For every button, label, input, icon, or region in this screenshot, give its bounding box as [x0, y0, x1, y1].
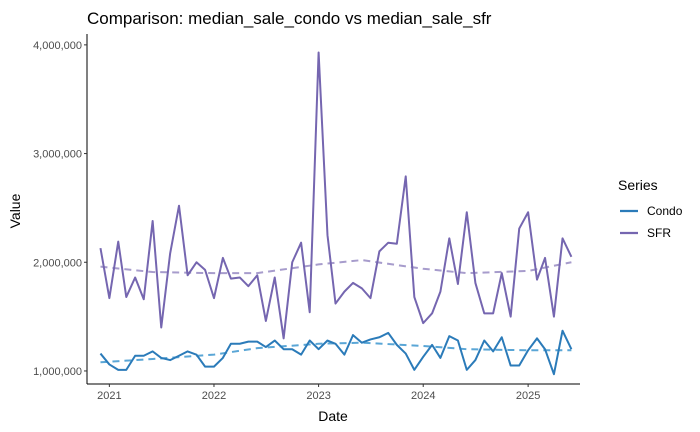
y-ticks: 1,000,000 2,000,000 3,000,000 4,000,000: [33, 40, 87, 378]
x-ticks: 2021 2022 2023 2024 2025: [97, 384, 540, 402]
y-axis-title: Value: [7, 193, 23, 228]
x-tick-label: 2025: [516, 390, 540, 402]
x-tick-label: 2021: [97, 390, 121, 402]
legend-label-condo: Condo: [647, 204, 683, 218]
series-line-sfr: [99, 51, 573, 340]
x-tick-label: 2022: [202, 390, 226, 402]
trend-lines: [100, 259, 572, 364]
legend: Series Condo SFR: [618, 177, 683, 240]
y-tick-label: 4,000,000: [33, 40, 82, 52]
trend-line-condo: [100, 341, 572, 364]
series-line-condo: [99, 329, 573, 376]
x-tick-label: 2023: [306, 390, 330, 402]
y-tick-label: 3,000,000: [33, 149, 82, 161]
x-tick-label: 2024: [411, 390, 435, 402]
trend-line-sfr: [100, 259, 572, 275]
y-tick-label: 1,000,000: [33, 366, 82, 378]
x-axis-title: Date: [318, 408, 348, 424]
y-tick-label: 2,000,000: [33, 257, 82, 269]
legend-title: Series: [618, 177, 658, 193]
series-lines: [99, 51, 573, 376]
chart-title: Comparison: median_sale_condo vs median_…: [87, 9, 492, 28]
legend-label-sfr: SFR: [647, 226, 671, 240]
